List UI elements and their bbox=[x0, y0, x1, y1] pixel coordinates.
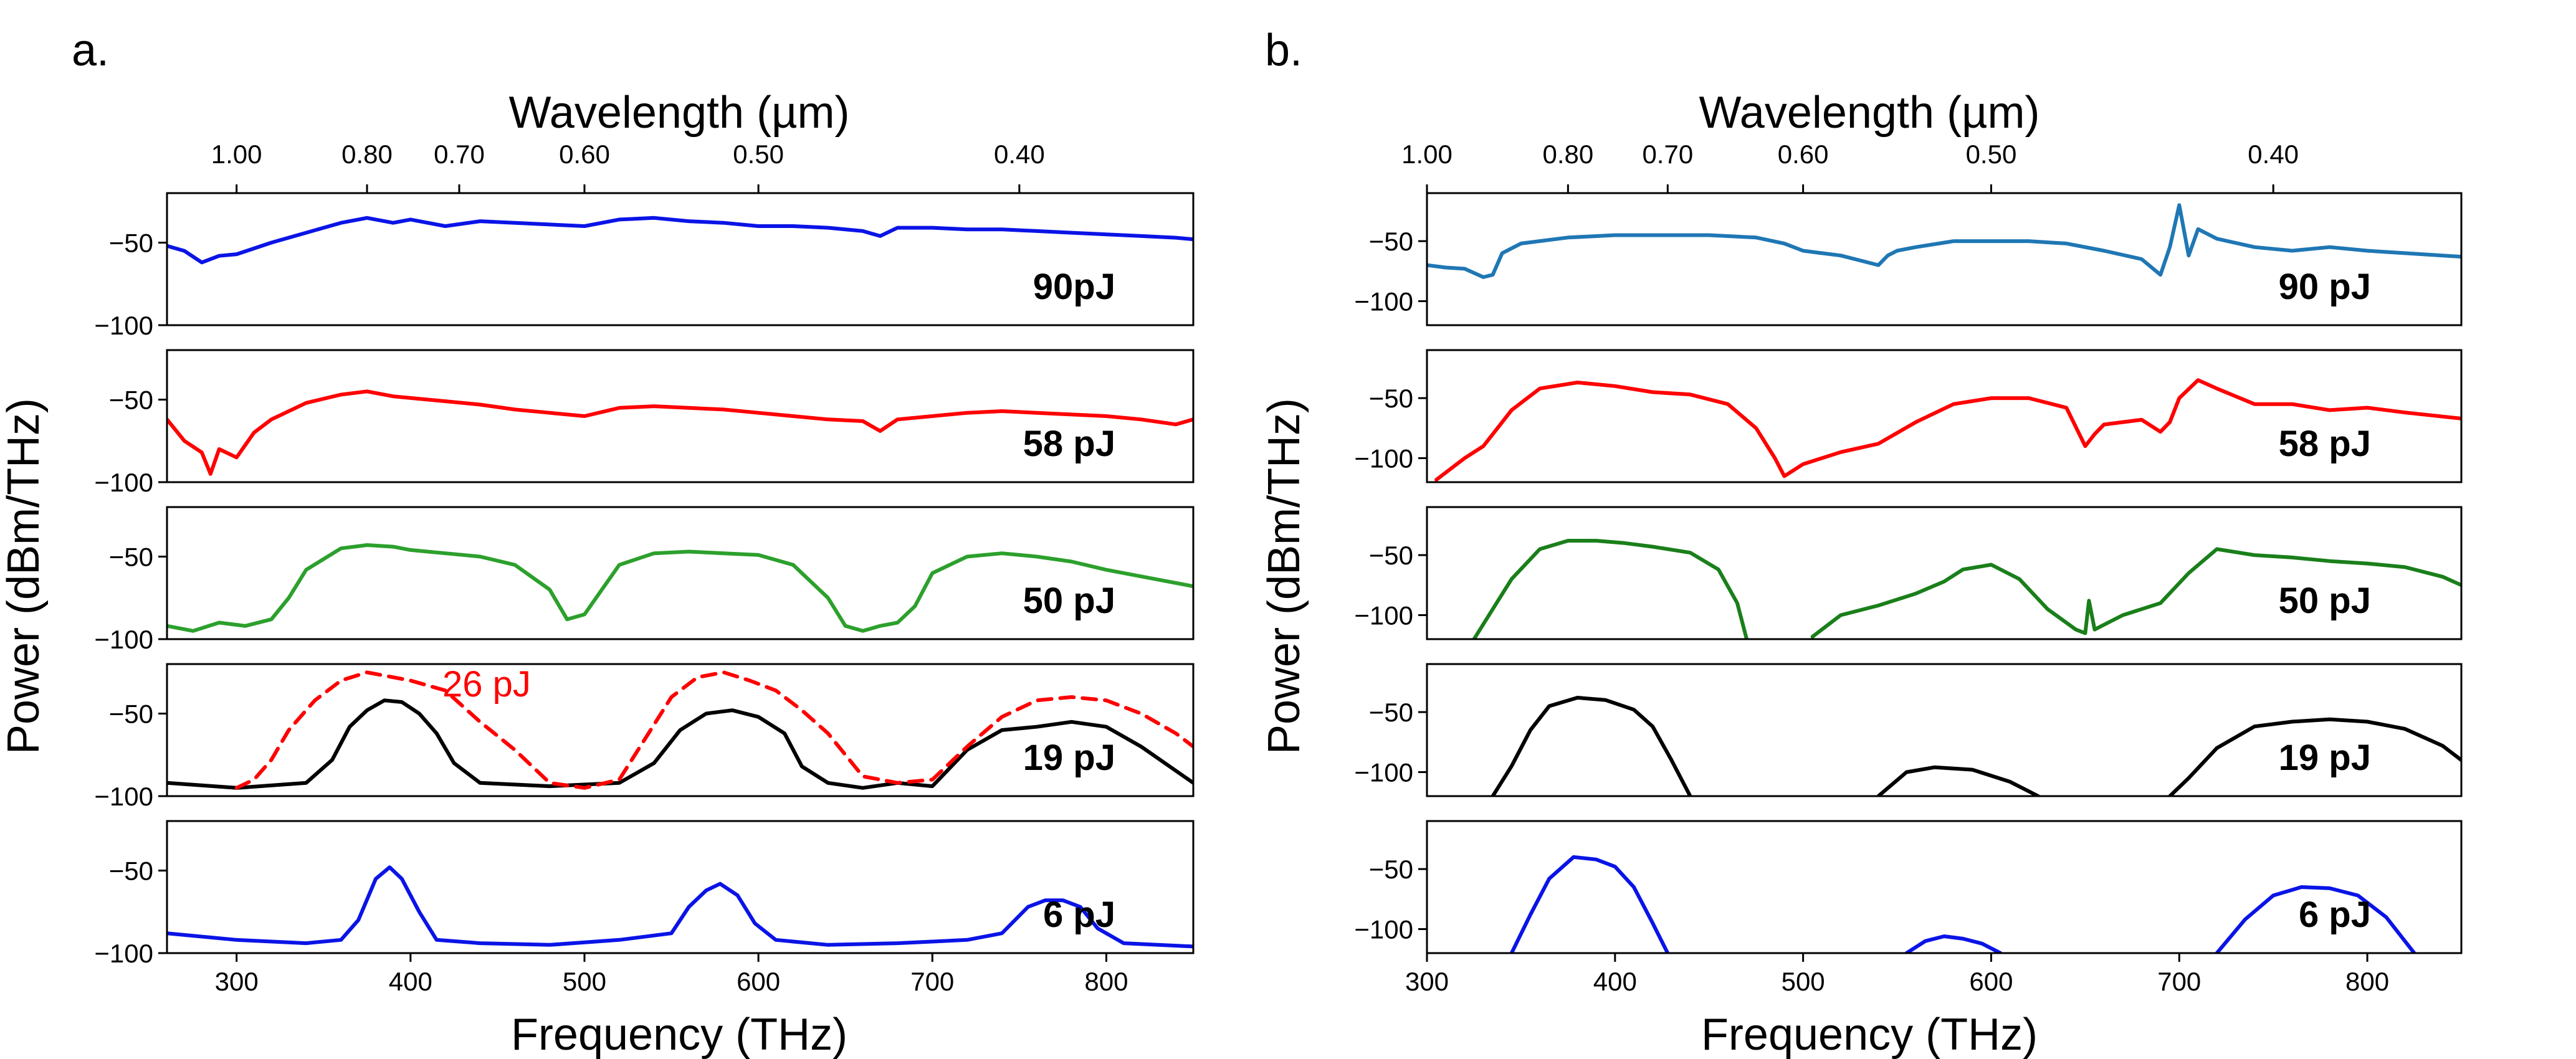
panel-b-top-tick-label: 0.50 bbox=[1966, 140, 2017, 169]
panel-b-series-6pJ-line bbox=[2215, 885, 2416, 953]
panel-a-subplot-frame bbox=[166, 663, 1195, 797]
panel-a-series-50pJ-line bbox=[167, 543, 1193, 633]
panel-b-y-tick-label: −100 bbox=[1354, 914, 1413, 944]
panel-a: Wavelength (µm) Frequency (THz) Power (d… bbox=[0, 88, 1195, 1059]
panel-a-series-58pJ-line bbox=[167, 389, 1193, 476]
panel-b-x-tick-label: 500 bbox=[1782, 967, 1825, 996]
panel-b: Wavelength (µm) Frequency (THz) Power (d… bbox=[1259, 88, 2463, 1059]
panel-b-energy-label: 58 pJ bbox=[2279, 424, 2371, 464]
panel-b-x-tick-label: 700 bbox=[2157, 967, 2201, 996]
panel-b-top-tick-label: 0.60 bbox=[1778, 140, 1829, 169]
panel-a-top-tick-label: 0.50 bbox=[733, 140, 784, 169]
panel-b-x-tick-label: 600 bbox=[1969, 967, 2013, 996]
panel-b-y-tick-label: −100 bbox=[1354, 757, 1413, 787]
panel-b-subplot-frame bbox=[1426, 349, 2463, 483]
panel-b-x-axis-title: Frequency (THz) bbox=[1701, 1010, 2038, 1059]
panel-a-series-19pJ-line bbox=[167, 698, 1193, 790]
panel-b-series-6pJ-line bbox=[1509, 855, 1670, 953]
panel-b-x-tick-label: 300 bbox=[1405, 967, 1449, 996]
panel-b-subplot-frame bbox=[1426, 663, 2463, 797]
panel-b-y-tick-label: −50 bbox=[1369, 384, 1413, 413]
panel-b-top-tick-label: 0.80 bbox=[1542, 140, 1593, 169]
panel-a-y-tick-label: −100 bbox=[94, 782, 153, 811]
panel-a-top-tick-label: 0.80 bbox=[341, 140, 393, 169]
panel-a-energy-label: 50 pJ bbox=[1023, 581, 1115, 621]
panel-b-y-tick-label: −50 bbox=[1369, 541, 1413, 570]
panel-b-top-tick-label: 1.00 bbox=[1401, 140, 1453, 169]
panel-a-energy-label: 90pJ bbox=[1033, 267, 1115, 307]
panel-a-y-tick-label: −100 bbox=[94, 311, 153, 340]
panel-b-subplot-frame bbox=[1426, 820, 2463, 954]
panel-a-x-tick-label: 800 bbox=[1084, 967, 1128, 996]
panel-b-top-tick-label: 0.70 bbox=[1642, 140, 1693, 169]
panel-b-y-tick-label: −100 bbox=[1354, 444, 1413, 473]
panel-a-annotation-26pJ: 26 pJ bbox=[442, 664, 531, 705]
panel-a-subplot-frame bbox=[166, 349, 1195, 483]
panel-b-energy-label: 6 pJ bbox=[2299, 895, 2371, 935]
panel-a-energy-label: 58 pJ bbox=[1023, 424, 1115, 464]
panel-b-energy-label: 50 pJ bbox=[2279, 581, 2371, 621]
panel-b-y-tick-label: −50 bbox=[1369, 227, 1413, 256]
panel-letter-b: b. bbox=[1265, 26, 1302, 75]
panel-b-series-6pJ-line bbox=[1904, 934, 2003, 953]
panel-a-x-axis-title: Frequency (THz) bbox=[511, 1010, 847, 1059]
panel-b-series-19pJ-line bbox=[1491, 696, 1692, 796]
panel-a-subplot-frame bbox=[166, 820, 1195, 954]
panel-a-energy-label: 6 pJ bbox=[1043, 895, 1115, 935]
panel-a-x-tick-label: 600 bbox=[737, 967, 780, 996]
panel-a-subplot-frame bbox=[166, 506, 1195, 640]
panel-a-y-tick-label: −100 bbox=[94, 939, 153, 968]
panel-b-energy-label: 90 pJ bbox=[2279, 267, 2371, 307]
panel-a-y-tick-label: −50 bbox=[109, 857, 153, 886]
panel-a-x-tick-label: 300 bbox=[215, 967, 259, 996]
panel-a-y-tick-label: −100 bbox=[94, 468, 153, 497]
panel-a-top-tick-label: 0.40 bbox=[994, 140, 1045, 169]
panel-a-top-tick-label: 0.70 bbox=[434, 140, 485, 169]
panel-a-top-tick-label: 0.60 bbox=[559, 140, 610, 169]
panel-b-y-axis-title: Power (dBm/THz) bbox=[1259, 398, 1309, 754]
panel-a-y-tick-label: −50 bbox=[109, 386, 153, 415]
panel-a-x-tick-label: 500 bbox=[563, 967, 606, 996]
panel-a-subplot-frame bbox=[166, 192, 1195, 326]
panel-a-y-tick-label: −100 bbox=[94, 625, 153, 654]
panel-b-y-tick-label: −50 bbox=[1369, 855, 1413, 884]
panel-a-wavelength-title: Wavelength (µm) bbox=[509, 88, 850, 138]
panel-b-series-50pJ-line bbox=[1472, 539, 1749, 639]
panel-b-wavelength-title: Wavelength (µm) bbox=[1699, 88, 2040, 138]
panel-b-series-19pJ-line bbox=[1876, 765, 2040, 796]
panel-a-x-tick-label: 400 bbox=[389, 967, 432, 996]
panel-b-series-58pJ-line bbox=[1434, 378, 2461, 482]
panel-a-y-tick-label: −50 bbox=[109, 700, 153, 729]
panel-a-series-26pJ-line bbox=[234, 670, 1193, 790]
panel-letter-a: a. bbox=[72, 26, 109, 75]
panel-a-series-90pJ-line bbox=[167, 216, 1193, 265]
panel-b-top-tick-label: 0.40 bbox=[2248, 140, 2299, 169]
panel-a-energy-label: 19 pJ bbox=[1023, 738, 1115, 778]
panel-b-series-50pJ-line bbox=[1810, 547, 2461, 639]
panel-b-y-tick-label: −100 bbox=[1354, 287, 1413, 316]
panel-a-y-tick-label: −50 bbox=[109, 229, 153, 258]
panel-a-y-axis-title: Power (dBm/THz) bbox=[0, 398, 49, 754]
panel-b-energy-label: 19 pJ bbox=[2279, 738, 2371, 778]
panel-b-subplot-frame bbox=[1426, 506, 2463, 640]
panel-b-series-90pJ-line bbox=[1427, 203, 2461, 279]
panel-b-series-19pJ-line bbox=[2168, 717, 2461, 796]
panel-a-x-tick-label: 700 bbox=[910, 967, 954, 996]
panel-a-y-tick-label: −50 bbox=[109, 543, 153, 572]
panel-b-y-tick-label: −50 bbox=[1369, 698, 1413, 727]
panel-b-x-tick-label: 800 bbox=[2345, 967, 2389, 996]
panel-b-subplot-frame bbox=[1426, 192, 2463, 326]
panel-a-series-6pJ-line bbox=[167, 865, 1193, 949]
panel-b-x-tick-label: 400 bbox=[1593, 967, 1637, 996]
panel-b-y-tick-label: −100 bbox=[1354, 601, 1413, 630]
panel-a-top-tick-label: 1.00 bbox=[211, 140, 262, 169]
